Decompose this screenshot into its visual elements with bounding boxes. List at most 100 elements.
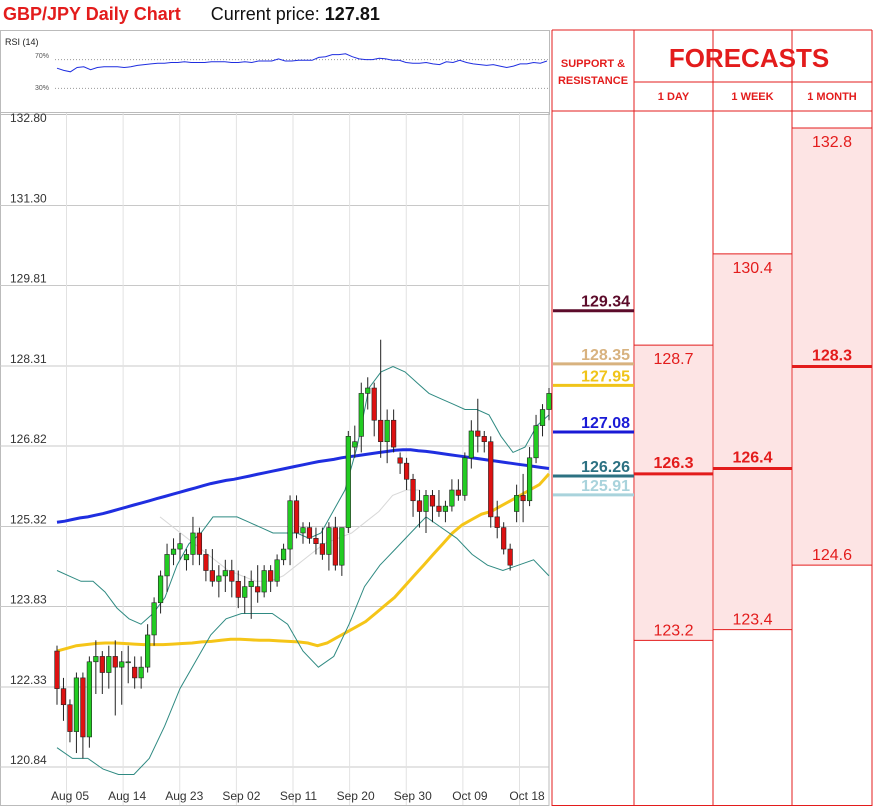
candle-body xyxy=(403,462,410,480)
candle-body xyxy=(268,570,274,582)
y-tick-label: 126.82 xyxy=(10,432,47,446)
candle-body xyxy=(319,543,326,555)
y-tick-label: 132.80 xyxy=(10,111,47,125)
candle-body xyxy=(468,430,474,459)
candle-body xyxy=(371,387,377,421)
x-tick-label: Aug 05 xyxy=(51,789,89,803)
candle-body xyxy=(352,441,358,448)
bollinger-lower-line xyxy=(56,516,550,775)
y-axis-ticks: 132.80 131.30 129.81 128.31 126.82 125.32 123.… xyxy=(10,111,47,767)
ma-yellow-line xyxy=(56,472,551,653)
candle-body xyxy=(300,527,306,534)
x-tick-label: Sep 30 xyxy=(394,789,432,803)
candle-body xyxy=(54,650,60,689)
candle-body xyxy=(177,543,183,550)
sr-level-label: 128.35 xyxy=(581,347,630,364)
candle-body xyxy=(416,500,423,512)
candle-body xyxy=(125,661,131,664)
candle-body xyxy=(151,602,157,636)
candle-body xyxy=(255,586,261,593)
x-tick-label: Sep 20 xyxy=(337,789,375,803)
chart-header: GBP/JPY Daily Chart Current price: 127.81 xyxy=(3,3,380,25)
sr-level-label: 126.26 xyxy=(581,459,630,476)
y-tick-label: 120.84 xyxy=(10,753,47,767)
candle-body xyxy=(112,656,118,668)
candle-body xyxy=(345,436,351,528)
candle-body xyxy=(196,532,203,555)
candle-body xyxy=(132,666,138,679)
candle-body xyxy=(293,500,300,534)
pair-title: GBP/JPY Daily Chart xyxy=(3,4,181,24)
candle-body xyxy=(391,419,397,448)
candle-body xyxy=(423,495,429,512)
sr-level-label: 127.95 xyxy=(581,368,630,385)
candle-body xyxy=(93,656,99,663)
candle-body xyxy=(514,495,520,512)
forecasts-title: FORECASTS xyxy=(669,43,829,73)
sr-header-line1: SUPPORT & xyxy=(561,58,625,70)
x-tick-label: Aug 23 xyxy=(165,789,203,803)
candle-body xyxy=(164,554,170,577)
candle-body xyxy=(494,516,500,528)
forecast-panel: SUPPORT & RESISTANCE FORECASTS 129.34 128.35… xyxy=(551,29,873,806)
candle-body xyxy=(501,527,507,550)
thin-ma-line xyxy=(159,489,420,582)
candle-body xyxy=(539,409,546,426)
sr-level-label: 125.91 xyxy=(581,478,630,495)
candle-body xyxy=(190,532,196,555)
candle-body xyxy=(248,580,254,587)
candle-body xyxy=(429,495,436,507)
price-value: 127.81 xyxy=(324,4,380,24)
sr-header-line2: RESISTANCE xyxy=(558,75,628,87)
candle-body xyxy=(99,656,105,673)
candle-body xyxy=(339,527,345,566)
candle-body xyxy=(507,548,513,566)
candle-body xyxy=(449,489,455,507)
candle-body xyxy=(384,419,390,443)
candle-body xyxy=(67,704,73,732)
price-label: Current price: xyxy=(210,4,320,24)
forecast-mid-label: 126.3 xyxy=(653,455,693,472)
candle-body xyxy=(332,527,338,566)
candle-body xyxy=(229,570,235,582)
indicator-lines xyxy=(56,366,551,775)
candle-body xyxy=(242,586,248,598)
candle-body xyxy=(481,436,487,443)
candle-body xyxy=(119,661,125,668)
bollinger-upper-line xyxy=(56,366,550,625)
candle-body xyxy=(183,554,190,561)
forecast-range xyxy=(635,345,712,641)
forecast-col-header: 1 DAY xyxy=(658,91,690,103)
y-tick-label: 131.30 xyxy=(10,192,47,206)
x-tick-label: Sep 02 xyxy=(222,789,260,803)
x-tick-label: Oct 09 xyxy=(452,789,488,803)
y-tick-label: 129.81 xyxy=(10,272,47,286)
candle-body xyxy=(533,425,539,459)
candle-body xyxy=(358,393,364,437)
forecast-low-label: 123.4 xyxy=(732,612,772,629)
candle-body xyxy=(410,478,416,502)
candle-body xyxy=(106,656,112,673)
ma-blue-line xyxy=(56,448,550,524)
candle-body xyxy=(280,548,287,561)
candle-body xyxy=(365,387,371,394)
y-tick-label: 123.83 xyxy=(10,593,47,607)
candle-body xyxy=(261,570,267,593)
candle-body xyxy=(216,575,222,582)
forecast-range xyxy=(714,253,791,630)
forecast-high-label: 130.4 xyxy=(732,260,772,277)
forecast-range xyxy=(793,128,871,566)
candle-body xyxy=(475,430,481,437)
candle-body xyxy=(462,457,468,496)
candle-body xyxy=(274,559,280,582)
candle-body xyxy=(157,575,164,604)
y-tick-label: 125.32 xyxy=(10,513,47,527)
candle-body xyxy=(86,661,92,738)
candle-body xyxy=(436,505,442,512)
candle-body xyxy=(526,457,533,502)
forecast-high-label: 132.8 xyxy=(812,134,852,151)
forecast-mid-label: 128.3 xyxy=(812,348,852,365)
candle-body xyxy=(306,527,313,539)
